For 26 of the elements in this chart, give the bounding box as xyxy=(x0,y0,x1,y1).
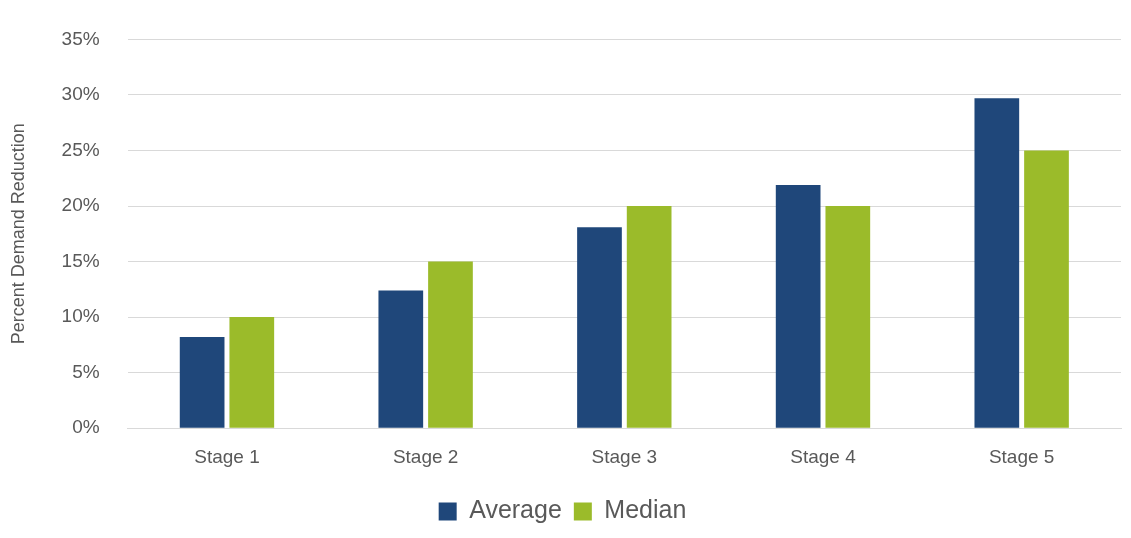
y-tick-label: 20% xyxy=(61,194,100,216)
y-tick-label: 25% xyxy=(61,138,100,160)
bar xyxy=(229,317,275,428)
x-tick-label: Stage 2 xyxy=(392,445,459,467)
bar xyxy=(1024,150,1069,428)
y-tick-label: 5% xyxy=(72,360,100,382)
bar xyxy=(775,184,821,428)
y-axis-title: Percent Demand Reduction xyxy=(7,123,28,345)
y-tick-label: 30% xyxy=(61,83,100,105)
x-tick-label: Stage 4 xyxy=(790,445,857,467)
y-tick-label: 15% xyxy=(61,249,100,271)
bar xyxy=(626,206,672,428)
x-tick-label: Stage 3 xyxy=(591,445,658,467)
y-tick-label: 0% xyxy=(72,416,100,438)
y-tick-label: 35% xyxy=(61,27,100,49)
bar xyxy=(577,227,622,428)
bar xyxy=(974,98,1020,428)
x-tick-label: Stage 5 xyxy=(988,445,1055,467)
bar xyxy=(825,206,871,428)
bar xyxy=(179,337,225,428)
legend-label: Median xyxy=(604,495,687,524)
y-tick-label: 10% xyxy=(61,305,100,327)
x-tick-label: Stage 1 xyxy=(194,445,260,467)
bar xyxy=(428,261,473,428)
legend-label: Average xyxy=(469,495,562,524)
bar xyxy=(378,290,424,428)
